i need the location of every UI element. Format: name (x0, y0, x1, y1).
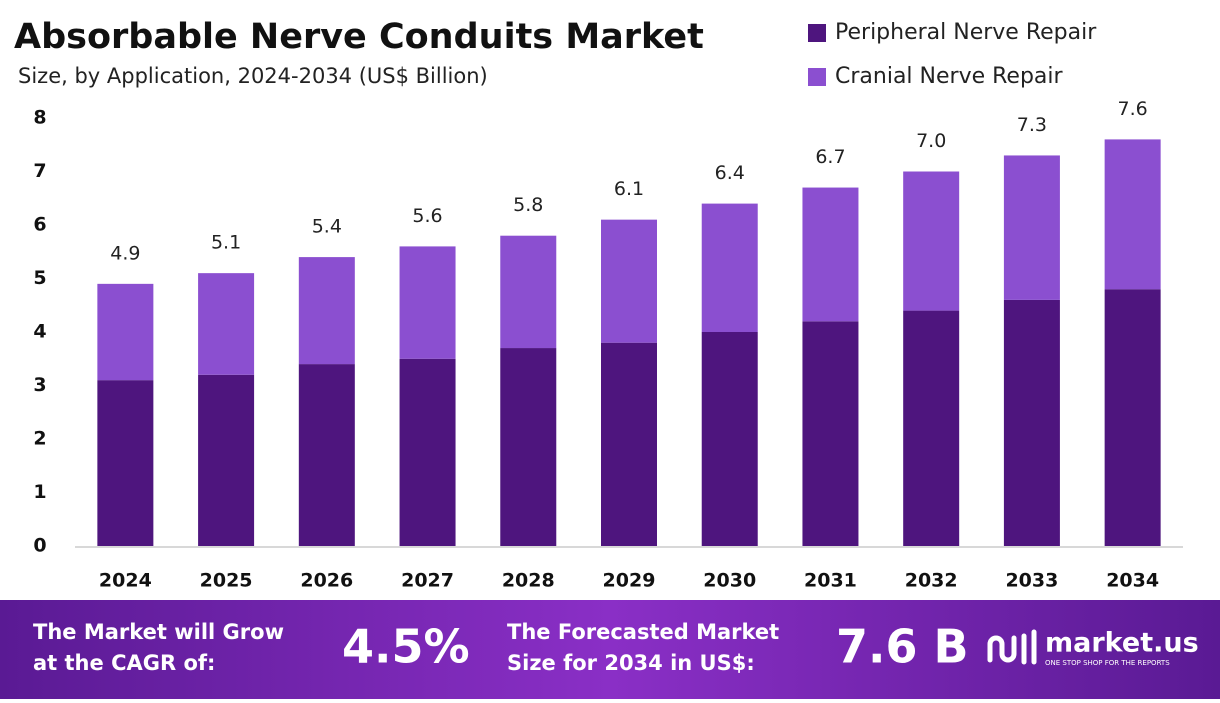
bar-segment (802, 187, 859, 322)
bar-segment (97, 380, 154, 546)
bar-segment (198, 374, 255, 546)
brand-tagline: ONE STOP SHOP FOR THE REPORTS (1045, 659, 1170, 667)
bar-segment (500, 235, 557, 349)
bar-segment (601, 342, 657, 546)
total-label: 7.6 (1118, 98, 1148, 120)
bar-segment (1003, 299, 1060, 546)
total-label: 4.9 (110, 242, 140, 264)
legend-swatch (808, 24, 826, 42)
total-label: 6.1 (614, 178, 644, 200)
y-tick-label: 5 (33, 267, 46, 289)
brand-name: market.us (1045, 628, 1199, 659)
legend-label: Peripheral Nerve Repair (835, 20, 1097, 45)
bar-segment (500, 348, 557, 546)
x-tick-label: 2033 (1005, 570, 1058, 592)
total-label: 5.4 (312, 216, 342, 238)
bar-segment (903, 171, 960, 311)
chart-subtitle: Size, by Application, 2024-2034 (US$ Bil… (18, 64, 488, 88)
x-tick-label: 2026 (300, 570, 353, 592)
x-tick-label: 2027 (401, 570, 454, 592)
brand-logo (987, 629, 1037, 665)
footer-banner (0, 600, 1220, 699)
legend-label: Cranial Nerve Repair (835, 64, 1064, 89)
bar-segment (903, 310, 960, 546)
x-tick-label: 2028 (502, 570, 555, 592)
y-tick-label: 1 (33, 481, 46, 503)
legend-swatch (808, 68, 826, 86)
bar-segment (1104, 289, 1161, 546)
cagr-text: at the CAGR of: (33, 651, 215, 675)
cagr-text: The Market will Grow (33, 620, 284, 644)
x-tick-label: 2032 (905, 570, 958, 592)
y-tick-label: 2 (33, 428, 46, 450)
bar-segment (399, 358, 456, 546)
x-tick-label: 2034 (1106, 570, 1159, 592)
x-tick-label: 2031 (804, 570, 857, 592)
y-tick-label: 3 (33, 374, 46, 396)
forecast-text: Size for 2034 in US$: (507, 651, 755, 675)
forecast-text: The Forecasted Market (507, 620, 779, 644)
total-label: 5.8 (513, 194, 543, 216)
total-label: 6.7 (815, 146, 845, 168)
x-tick-label: 2029 (603, 570, 656, 592)
total-label: 5.1 (211, 232, 241, 254)
cagr-value: 4.5% (342, 620, 470, 674)
bar-segment (701, 332, 758, 546)
forecast-value: 7.6 B (836, 620, 969, 674)
y-tick-label: 6 (33, 214, 46, 236)
x-tick-label: 2025 (200, 570, 253, 592)
bar-segment (701, 203, 758, 332)
bar-segment (1003, 155, 1060, 300)
bar-segment (802, 321, 859, 546)
x-tick-label: 2030 (703, 570, 756, 592)
y-tick-label: 0 (33, 535, 46, 557)
bar-segment (1104, 139, 1161, 290)
chart-title: Absorbable Nerve Conduits Market (14, 17, 704, 57)
y-tick-label: 8 (33, 107, 46, 129)
total-label: 6.4 (715, 162, 745, 184)
bar-segment (399, 246, 456, 359)
x-tick-label: 2024 (99, 570, 152, 592)
bar-segment (198, 273, 255, 375)
bar-segment (601, 219, 657, 343)
total-label: 5.6 (412, 205, 442, 227)
bar-segment (97, 283, 154, 381)
bar-segment (298, 257, 355, 365)
bar-segment (298, 364, 355, 546)
total-label: 7.3 (1017, 114, 1047, 136)
total-label: 7.0 (916, 130, 946, 152)
y-tick-label: 7 (33, 160, 46, 182)
y-tick-label: 4 (33, 321, 46, 343)
